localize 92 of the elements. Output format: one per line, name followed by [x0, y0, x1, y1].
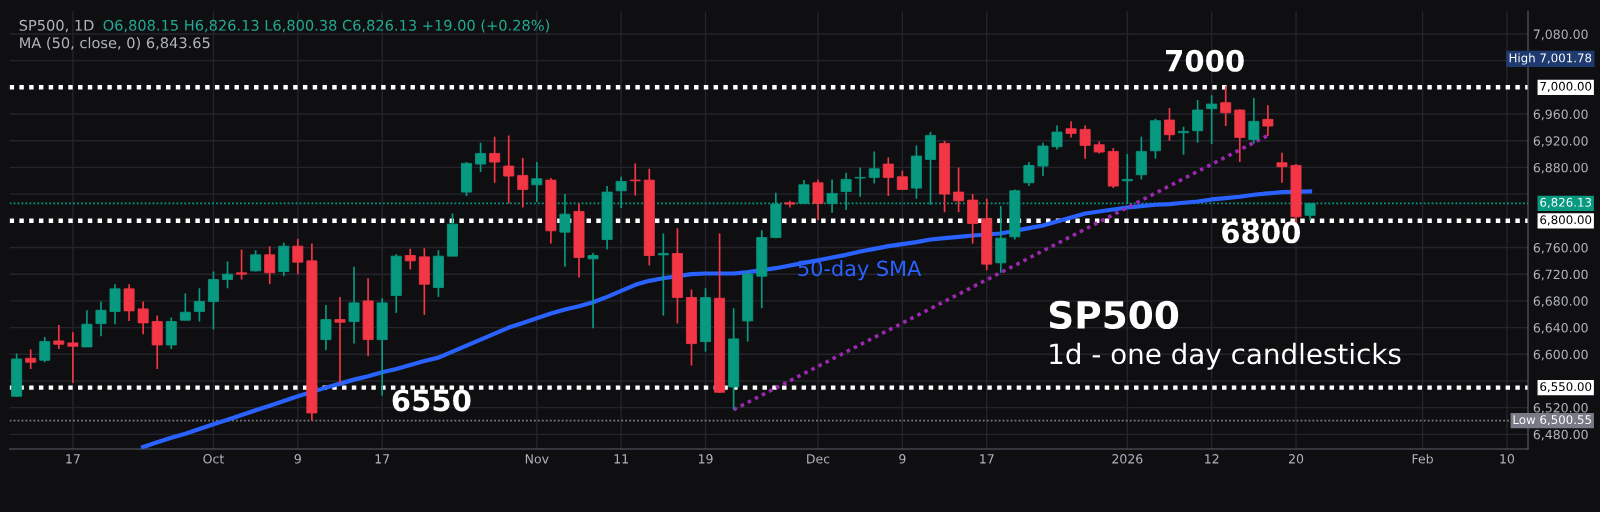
candlestick [151, 314, 163, 370]
y-tick-label: 7,080.00 [1533, 29, 1588, 41]
candlestick [1206, 94, 1218, 145]
annotation: 6800 [1222, 221, 1301, 244]
candlestick [1164, 107, 1175, 142]
candlestick [193, 287, 205, 323]
annotation: 1d - one day candlesticks [1050, 342, 1401, 370]
candlestick [1192, 99, 1204, 144]
candlestick [81, 309, 93, 348]
candlestick [854, 166, 866, 198]
candlestick [264, 245, 276, 286]
candlestick [531, 161, 543, 203]
candlestick [236, 248, 248, 281]
ref-line-label: Low 6,500.55 [1513, 415, 1591, 426]
candlestick [1121, 153, 1133, 205]
y-tick-label: 6,680.00 [1533, 296, 1588, 308]
candlestick [292, 237, 304, 276]
candlestick [587, 251, 599, 330]
y-tick-label: 6,480.00 [1533, 429, 1588, 441]
candlestick [334, 296, 346, 384]
ref-line-label: 6,550.00 [1540, 382, 1592, 393]
candlestick [657, 232, 669, 317]
candlestick [1276, 151, 1288, 184]
candlestick [1178, 125, 1190, 156]
x-tick-label: 2026 [1112, 454, 1143, 464]
x-tick-label: Dec [807, 454, 830, 464]
candlestick [629, 162, 641, 197]
x-tick-label: 9 [899, 454, 906, 464]
candlestick [222, 260, 233, 290]
candlestick [179, 292, 191, 322]
ref-line-label: 6,826.13 [1540, 197, 1592, 208]
y-tick-label: 6,520.00 [1533, 403, 1588, 414]
x-tick-label: 17 [66, 454, 80, 464]
candlestick [896, 169, 908, 191]
y-tick-label: 6,920.00 [1533, 136, 1588, 147]
candlestick [1135, 135, 1147, 181]
y-tick-label: 6,960.00 [1533, 109, 1588, 121]
y-tick-label: 6,640.00 [1533, 323, 1588, 334]
y-tick-label: 6,720.00 [1533, 269, 1588, 281]
candlestick [1262, 104, 1274, 137]
candlestick [503, 134, 515, 205]
x-tick-label: Oct [203, 454, 224, 464]
candlestick [489, 135, 501, 184]
x-tick-label: Nov [525, 454, 549, 464]
candlestick [165, 316, 177, 350]
candlestick [475, 141, 487, 173]
x-tick-label: 9 [294, 454, 301, 464]
x-tick-label: 20 [1288, 454, 1304, 464]
candlestick [967, 193, 979, 245]
candlestick [1023, 161, 1035, 187]
candlestick [1248, 97, 1260, 145]
candlestick [1079, 124, 1091, 160]
x-tick-label: Feb [1412, 453, 1433, 464]
x-tick-label: 11 [614, 454, 628, 464]
annotation: 7000 [1166, 49, 1244, 72]
candlestick [882, 156, 894, 197]
candlestick [207, 270, 219, 331]
candlestick [53, 324, 65, 350]
x-tick-label: 12 [1205, 454, 1219, 464]
annotation: High 7,001.78 [1509, 53, 1592, 65]
candlestick [953, 166, 965, 213]
candlestick [868, 150, 880, 185]
x-tick-label: 19 [698, 454, 713, 464]
candlestick [39, 336, 51, 364]
x-tick-label: 17 [375, 454, 390, 464]
candlestick [404, 247, 416, 271]
candlestick [250, 249, 262, 273]
candlestick [320, 304, 332, 352]
candlestick [25, 348, 37, 370]
candlestick [812, 178, 824, 221]
ref-line-label: 6,800.00 [1540, 215, 1592, 226]
y-tick-label: 6,600.00 [1533, 349, 1588, 361]
y-tick-label: 6,760.00 [1533, 242, 1588, 254]
text: SP500, 1D [19, 19, 94, 33]
annotation: 6550 [392, 389, 471, 412]
candlestick [348, 266, 360, 345]
candlestick [1220, 85, 1232, 127]
candlestick [123, 283, 135, 322]
text: O6,808.15 H6,826.13 L6,800.38 C6,826.13 +19.00 (+0.28%) [103, 19, 550, 33]
candlestick [95, 300, 107, 338]
candlestick [1037, 141, 1049, 177]
x-tick-label: 17 [980, 454, 994, 464]
candlestick [1051, 124, 1063, 151]
candlestick [137, 300, 149, 336]
annotation: SP500 [1049, 300, 1179, 330]
candlestick [67, 331, 79, 384]
annotation: MA (50, close, 0) 6,843.65 [20, 37, 210, 51]
x-tick-label: 10 [1500, 454, 1515, 464]
candlestick [109, 283, 121, 326]
candlestick [517, 157, 529, 209]
y-tick-label: 6,880.00 [1533, 162, 1588, 174]
ref-line-label: 7,000.00 [1540, 81, 1592, 92]
